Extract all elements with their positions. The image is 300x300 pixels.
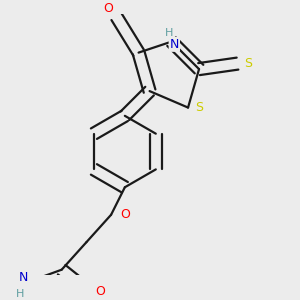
Text: O: O <box>95 285 105 298</box>
Text: H: H <box>165 28 173 38</box>
Text: S: S <box>195 101 203 114</box>
Text: N: N <box>169 38 179 51</box>
Text: S: S <box>244 57 253 70</box>
Text: O: O <box>120 208 130 221</box>
Text: O: O <box>103 2 113 15</box>
Text: N: N <box>19 272 28 284</box>
Text: H: H <box>16 290 25 299</box>
